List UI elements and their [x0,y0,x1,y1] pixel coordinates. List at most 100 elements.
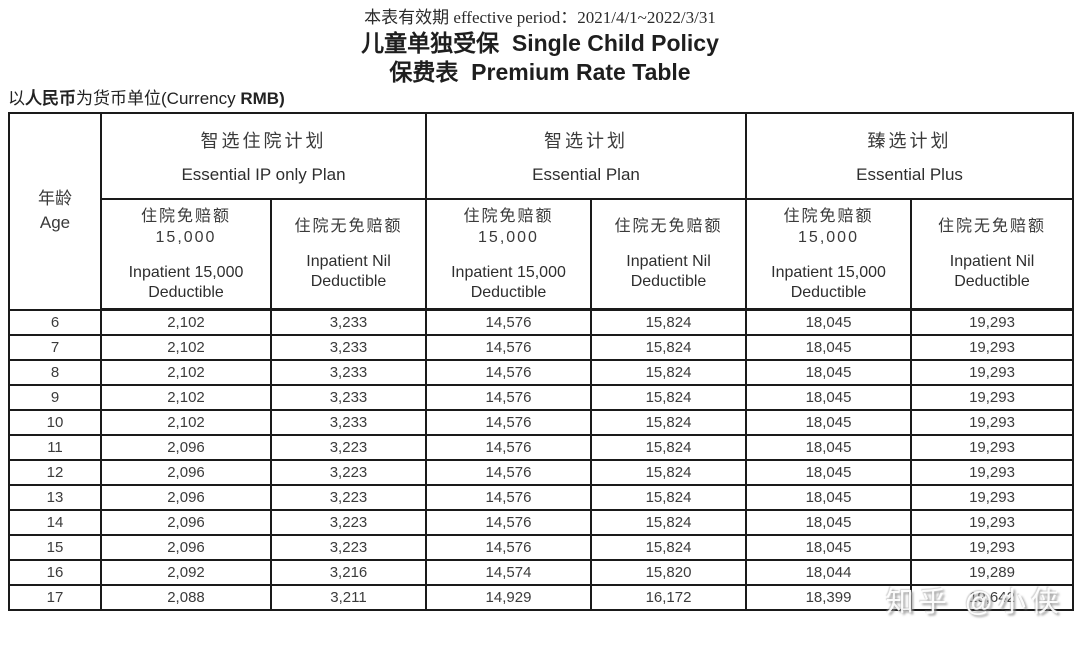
deductible-header-row: 住院免赔额 15,000 Inpatient 15,000 Deductible… [9,198,1075,311]
currency-bold-zh: 人民币 [25,89,76,108]
premium-cell: 19,293 [910,484,1075,511]
premium-cell: 14,576 [425,359,592,386]
premium-cell: 18,045 [745,434,913,461]
table-row: 7 2,102 3,233 14,576 15,824 18,045 19,293 [8,334,1075,361]
premium-cell: 18,399 [745,584,913,611]
premium-cell: 19,293 [910,308,1075,336]
premium-cell: 14,576 [425,534,592,561]
age-cell: 14 [8,509,102,536]
premium-cell: 18,045 [745,509,913,536]
subheader-plus-deductible: 住院免赔额 15,000 Inpatient 15,000 Deductible [745,198,913,311]
premium-cell: 14,576 [425,384,592,411]
currency-bold-en: RMB) [240,89,285,108]
premium-cell: 19,293 [910,509,1075,536]
premium-cell: 2,096 [100,484,272,511]
age-column-header-label: 年龄 Age [38,189,72,233]
subheader-plus-nil: 住院无免赔额 Inpatient Nil Deductible [910,198,1075,311]
premium-cell: 19,293 [910,534,1075,561]
page-title-line1: 儿童单独受保 Single Child Policy [361,30,719,56]
premium-cell: 3,233 [270,308,427,336]
premium-cell: 18,045 [745,334,913,361]
premium-cell: 18,045 [745,534,913,561]
subheader-ip-deductible: 住院免赔额 15,000 Inpatient 15,000 Deductible [100,198,272,311]
currency-note: 以人民币为货币单位(Currency RMB) [8,88,1072,109]
premium-cell: 2,102 [100,409,272,436]
subheader-zh: 住院无免赔额 [294,218,403,235]
premium-cell: 15,824 [589,509,748,536]
premium-cell: 18,045 [745,459,913,486]
table-row: 17 2,088 3,211 14,929 16,172 18,399 19,642 [8,584,1075,611]
premium-cell: 16,172 [589,584,748,611]
table-row: 6 2,102 3,233 14,576 15,824 18,045 19,293 [8,308,1075,336]
premium-cell: 19,293 [910,409,1075,436]
plan-header-essential-plus: 臻选计划 Essential Plus [745,112,1075,200]
premium-cell: 19,642 [910,584,1075,611]
subheader-ip-nil: 住院无免赔额 Inpatient Nil Deductible [270,198,427,311]
premium-cell: 19,293 [910,384,1075,411]
subheader-essential-deductible: 住院免赔额 15,000 Inpatient 15,000 Deductible [425,198,592,311]
premium-cell: 14,576 [425,409,592,436]
plan-name-zh: 智选计划 [544,130,628,151]
age-cell: 7 [8,334,102,361]
premium-cell: 18,045 [745,409,913,436]
premium-cell: 2,102 [100,308,272,336]
premium-cell: 14,576 [425,509,592,536]
subheader-zh: 住院免赔额 15,000 [463,207,554,246]
plan-name-en: Essential Plan [532,165,640,185]
premium-cell: 3,223 [270,434,427,461]
premium-cell: 2,102 [100,384,272,411]
currency-middle: 为货币单位(Currency [76,89,241,108]
table-row: 12 2,096 3,223 14,576 15,824 18,045 19,293 [8,459,1075,486]
age-cell: 13 [8,484,102,511]
premium-cell: 3,223 [270,534,427,561]
premium-cell: 2,102 [100,359,272,386]
effective-period-line: 本表有效期 effective period：2021/4/1~2022/3/3… [364,8,716,27]
subheader-en: Inpatient Nil Deductible [949,253,1035,290]
plan-header-essential-ip-only: 智选住院计划 Essential IP only Plan [100,112,427,200]
premium-cell: 3,223 [270,484,427,511]
premium-cell: 18,045 [745,308,913,336]
premium-cell: 15,824 [589,384,748,411]
plan-name-zh: 智选住院计划 [200,130,327,151]
premium-cell: 15,820 [589,559,748,586]
premium-cell: 14,576 [425,308,592,336]
premium-cell: 3,223 [270,459,427,486]
table-header: 年龄 Age 智选住院计划 Essential IP only Plan 智选计… [8,112,1075,311]
age-cell: 10 [8,409,102,436]
premium-cell: 2,096 [100,459,272,486]
premium-cell: 3,233 [270,384,427,411]
age-cell: 17 [8,584,102,611]
premium-cell: 19,293 [910,459,1075,486]
premium-cell: 2,096 [100,534,272,561]
plan-name-en: Essential IP only Plan [181,165,346,185]
premium-cell: 3,216 [270,559,427,586]
table-row: 11 2,096 3,223 14,576 15,824 18,045 19,293 [8,434,1075,461]
premium-cell: 3,223 [270,509,427,536]
table-row: 13 2,096 3,223 14,576 15,824 18,045 19,293 [8,484,1075,511]
document-page: 本表有效期 effective period：2021/4/1~2022/3/3… [8,0,1075,611]
premium-cell: 14,576 [425,459,592,486]
premium-cell: 2,096 [100,509,272,536]
plan-name-en: Essential Plus [856,165,963,185]
plan-header-essential: 智选计划 Essential Plan [424,112,748,200]
premium-cell: 3,211 [270,584,427,611]
table-row: 10 2,102 3,233 14,576 15,824 18,045 19,293 [8,409,1075,436]
age-cell: 12 [8,459,102,486]
subheader-zh: 住院免赔额 15,000 [140,207,231,246]
age-cell: 15 [8,534,102,561]
subheader-zh: 住院无免赔额 [938,218,1047,235]
premium-cell: 18,045 [745,384,913,411]
subheader-en: Inpatient 15,000 Deductible [771,263,886,301]
subheader-en: Inpatient Nil Deductible [626,253,711,290]
subheader-en: Inpatient 15,000 Deductible [128,263,244,301]
premium-cell: 15,824 [589,434,748,461]
table-row: 16 2,092 3,216 14,574 15,820 18,044 19,289 [8,559,1075,586]
premium-cell: 15,824 [589,359,748,386]
premium-cell: 3,233 [270,359,427,386]
premium-cell: 19,293 [910,334,1075,361]
table-row: 8 2,102 3,233 14,576 15,824 18,045 19,293 [8,359,1075,386]
premium-cell: 15,824 [589,409,748,436]
age-column-header: 年龄 Age [8,112,102,311]
premium-cell: 3,233 [270,409,427,436]
age-cell: 11 [8,434,102,461]
